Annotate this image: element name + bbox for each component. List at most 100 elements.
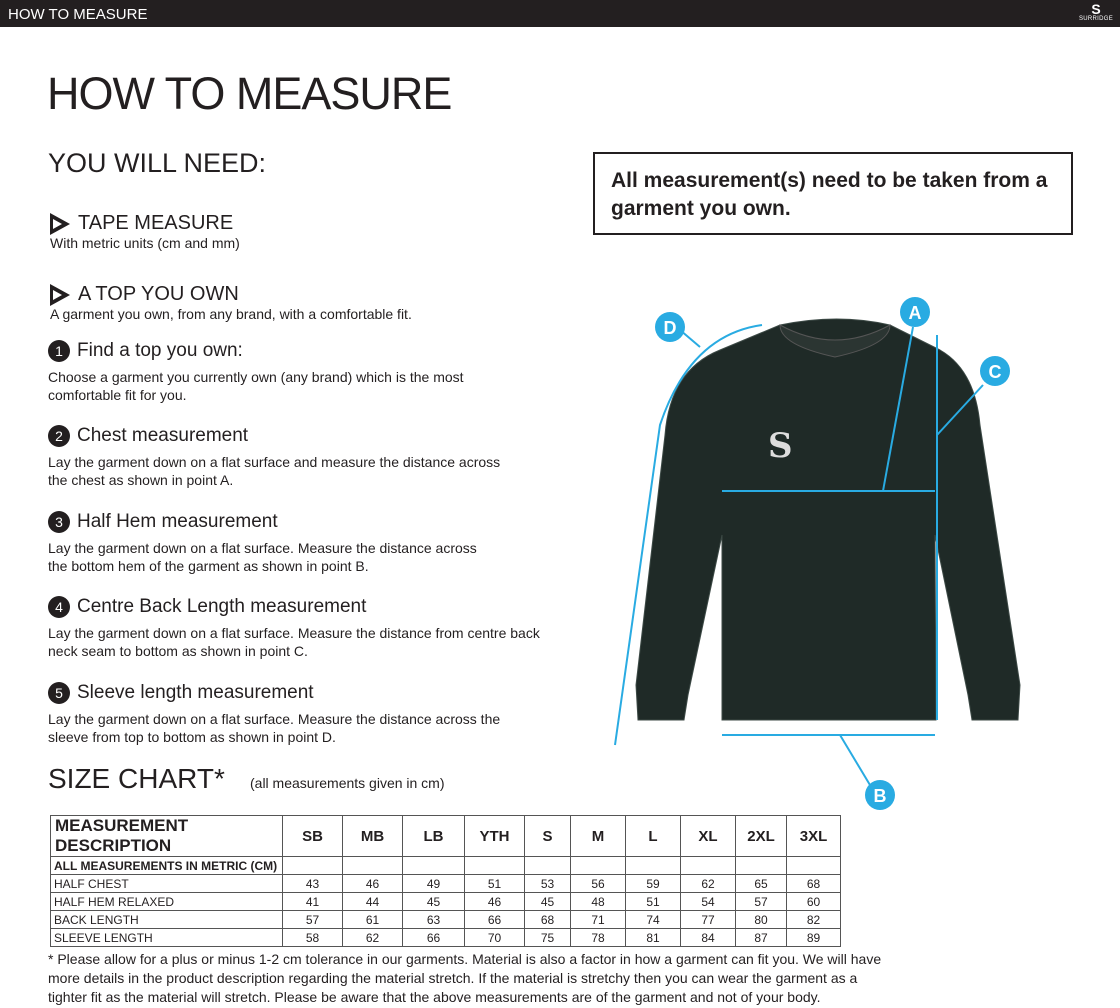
size-value-cell: 74 <box>625 910 681 929</box>
header-cell: LB <box>402 815 465 857</box>
you-will-need-heading: YOU WILL NEED: <box>48 148 267 178</box>
size-value-cell: 51 <box>464 874 525 893</box>
size-chart-title: SIZE CHART* <box>48 763 225 794</box>
step-1: 1 Find a top you own: Choose a garment you… <box>48 340 568 404</box>
size-value-cell: 66 <box>402 928 465 947</box>
size-value-cell: 59 <box>625 874 681 893</box>
step-desc: Choose a garment you currently own (any … <box>48 369 464 403</box>
svg-text:S: S <box>768 426 793 466</box>
size-value-cell: 63 <box>402 910 465 929</box>
step-title: Half Hem measurement <box>77 511 278 532</box>
size-value-cell: 87 <box>735 928 787 947</box>
table-subheader-row: ALL MEASUREMENTS IN METRIC (CM) <box>50 856 841 875</box>
step-desc: Lay the garment down on a flat surface a… <box>48 454 501 488</box>
header-cell: M <box>570 815 626 857</box>
measurement-name-cell: HALF HEM RELAXED <box>50 892 283 911</box>
step-desc: Lay the garment down on a flat surface. … <box>48 540 477 574</box>
pointer-b <box>839 734 871 786</box>
label-b: B <box>874 786 887 806</box>
sweater-illustration: S <box>635 318 1021 721</box>
pointer-c <box>936 384 984 436</box>
notice-box: All measurement(s) need to be taken from… <box>593 152 1073 235</box>
step-number: 4 <box>48 596 70 618</box>
step-3: 3 Half Hem measurement Lay the garment dow… <box>48 511 568 575</box>
subheader-cell: ALL MEASUREMENTS IN METRIC (CM) <box>50 856 283 875</box>
size-value-cell: 51 <box>625 892 681 911</box>
size-value-cell: 68 <box>786 874 841 893</box>
size-value-cell: 58 <box>282 928 343 947</box>
size-value-cell: 49 <box>402 874 465 893</box>
size-value-cell: 62 <box>680 874 736 893</box>
step-number: 2 <box>48 425 70 447</box>
step-title: Centre Back Length measurement <box>77 596 367 617</box>
play-triangle-icon <box>50 283 70 306</box>
header-cell: L <box>625 815 681 857</box>
size-value-cell: 82 <box>786 910 841 929</box>
header-cell: XL <box>680 815 736 857</box>
item-desc: A garment you own, from any brand, with … <box>50 306 412 322</box>
header-cell: MB <box>342 815 403 857</box>
header-cell: MEASUREMENT DESCRIPTION <box>50 815 283 857</box>
item-title: A TOP YOU OWN <box>78 283 239 305</box>
size-value-cell: 66 <box>464 910 525 929</box>
step-desc: Lay the garment down on a flat surface. … <box>48 711 501 745</box>
size-value-cell: 44 <box>342 892 403 911</box>
size-value-cell: 78 <box>570 928 626 947</box>
step-title: Chest measurement <box>77 425 249 446</box>
size-value-cell: 60 <box>786 892 841 911</box>
play-triangle-icon <box>50 212 70 235</box>
size-value-cell: 56 <box>570 874 626 893</box>
size-value-cell: 54 <box>680 892 736 911</box>
size-value-cell: 71 <box>570 910 626 929</box>
label-d: D <box>664 318 677 338</box>
measurement-name-cell: SLEEVE LENGTH <box>50 928 283 947</box>
step-title: Find a top you own: <box>77 340 243 361</box>
size-value-cell: 57 <box>735 892 787 911</box>
size-value-cell: 48 <box>570 892 626 911</box>
item-desc: With metric units (cm and mm) <box>50 235 240 251</box>
size-value-cell: 77 <box>680 910 736 929</box>
header-cell: 2XL <box>735 815 787 857</box>
table-row: BACK LENGTH 57 61 63 66 68 71 74 77 80 82 <box>50 910 841 929</box>
table-row: SLEEVE LENGTH 58 62 66 70 75 78 81 84 87 89 <box>50 928 841 947</box>
header-bar: HOW TO MEASURE S SURRIDGE <box>0 0 1120 27</box>
pointer-a <box>882 326 914 492</box>
size-value-cell: 65 <box>735 874 787 893</box>
size-value-cell: 80 <box>735 910 787 929</box>
size-value-cell: 68 <box>524 910 571 929</box>
table-row: HALF HEM RELAXED 41 44 45 46 45 48 51 54 57 60 <box>50 892 841 911</box>
item-tape-measure: TAPE MEASURE With metric units (cm and m… <box>50 212 240 251</box>
size-value-cell: 81 <box>625 928 681 947</box>
step-number: 5 <box>48 682 70 704</box>
table-header-row: MEASUREMENT DESCRIPTION SB MB LB YTH S M… <box>50 815 841 857</box>
step-number: 3 <box>48 511 70 533</box>
size-chart-table: MEASUREMENT DESCRIPTION SB MB LB YTH S M… <box>50 815 841 947</box>
header-cell: S <box>524 815 571 857</box>
measurement-name-cell: HALF CHEST <box>50 874 283 893</box>
size-value-cell: 43 <box>282 874 343 893</box>
step-4: 4 Centre Back Length measurement Lay the g… <box>48 596 568 660</box>
footnote: * Please allow for a plus or minus 1-2 c… <box>48 951 882 1005</box>
header-title: HOW TO MEASURE <box>8 6 148 23</box>
size-value-cell: 61 <box>342 910 403 929</box>
size-value-cell: 46 <box>342 874 403 893</box>
size-value-cell: 70 <box>464 928 525 947</box>
size-value-cell: 41 <box>282 892 343 911</box>
size-value-cell: 57 <box>282 910 343 929</box>
step-number: 1 <box>48 340 70 362</box>
label-a: A <box>909 303 922 323</box>
size-chart-note: (all measurements given in cm) <box>250 775 445 791</box>
garment-diagram: S A B C D <box>614 297 1021 810</box>
step-2: 2 Chest measurement Lay the garment down o… <box>48 425 568 489</box>
size-value-cell: 75 <box>524 928 571 947</box>
size-value-cell: 45 <box>524 892 571 911</box>
size-value-cell: 53 <box>524 874 571 893</box>
size-value-cell: 46 <box>464 892 525 911</box>
size-value-cell: 89 <box>786 928 841 947</box>
measurement-name-cell: BACK LENGTH <box>50 910 283 929</box>
step-5: 5 Sleeve length measurement Lay the garmen… <box>48 682 568 746</box>
sleeve-line-d <box>614 324 763 746</box>
page-title: HOW TO MEASURE <box>47 68 452 119</box>
header-cell: SB <box>282 815 343 857</box>
label-c: C <box>989 362 1002 382</box>
